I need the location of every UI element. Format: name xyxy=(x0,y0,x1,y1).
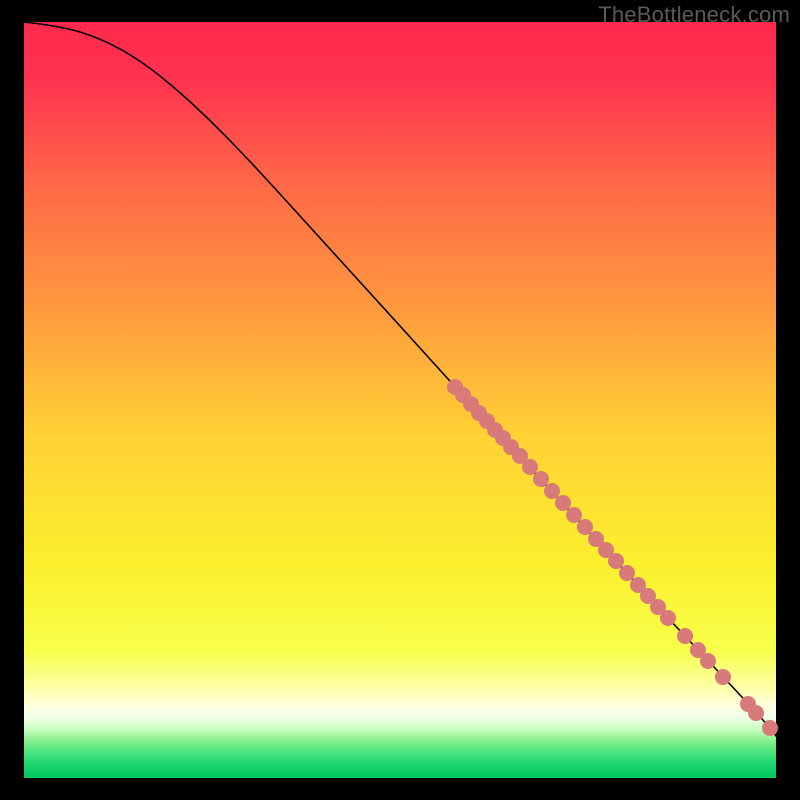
curve-line xyxy=(24,22,776,736)
scatter-marker xyxy=(701,654,716,669)
scatter-marker xyxy=(763,721,778,736)
scatter-marker xyxy=(545,484,560,499)
scatter-marker xyxy=(523,460,538,475)
scatter-marker xyxy=(578,520,593,535)
scatter-marker xyxy=(556,496,571,511)
scatter-marker xyxy=(716,670,731,685)
chart-canvas: TheBottleneck.com xyxy=(0,0,800,800)
scatter-marker xyxy=(661,611,676,626)
scatter-marker xyxy=(567,508,582,523)
scatter-marker xyxy=(620,566,635,581)
scatter-marker xyxy=(749,706,764,721)
scatter-markers xyxy=(448,380,778,736)
scatter-marker xyxy=(534,472,549,487)
scatter-marker xyxy=(678,629,693,644)
scatter-marker xyxy=(609,554,624,569)
chart-overlay-svg xyxy=(0,0,800,800)
watermark-text: TheBottleneck.com xyxy=(598,2,790,28)
